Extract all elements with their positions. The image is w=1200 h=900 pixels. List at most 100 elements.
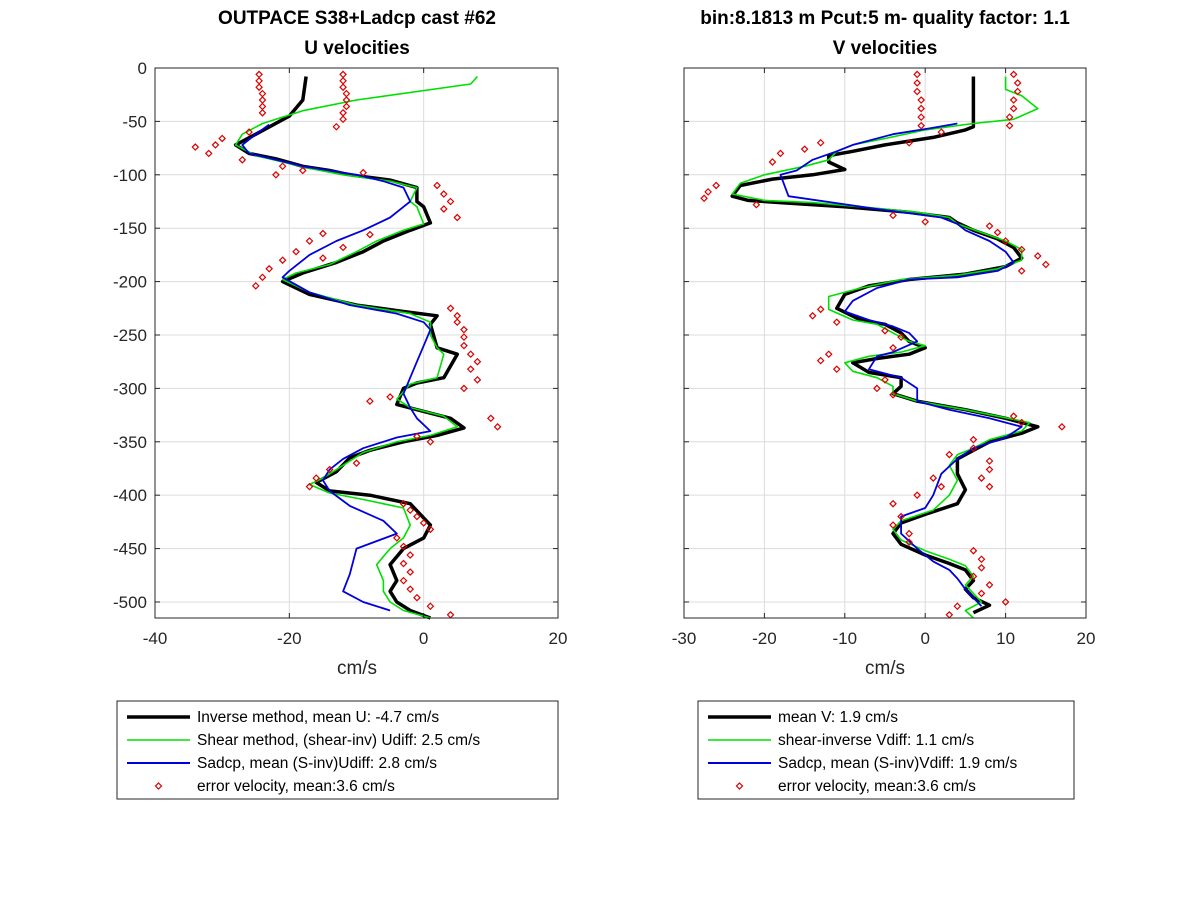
u-x-axis-label: cm/s — [337, 658, 377, 679]
v-x-tick-label: 10 — [996, 629, 1015, 648]
u-error-velocity-point — [399, 542, 408, 551]
u-legend: Inverse method, mean U: -4.7 cm/s Shear … — [116, 700, 559, 800]
u-y-tick-label: 0 — [138, 59, 147, 78]
u-y-tick-label: -250 — [113, 326, 147, 345]
u-error-velocity-point — [406, 585, 415, 594]
v-error-velocity-point — [881, 326, 889, 335]
v-x-tick-label: 20 — [1077, 629, 1096, 648]
v-error-velocity-point — [917, 96, 926, 104]
v-error-velocity-point — [897, 333, 905, 341]
u-series-sadcp-line — [241, 123, 432, 612]
v-error-velocity-point — [816, 356, 825, 365]
u-panel-title: OUTPACE S38+Ladcp cast #62 — [218, 8, 496, 29]
v-error-velocity-point — [889, 211, 897, 220]
v-error-velocity-point — [889, 343, 897, 352]
v-error-velocity-point — [768, 158, 777, 166]
v-x-tick-label: -30 — [672, 629, 697, 648]
v-error-velocity-point — [977, 555, 986, 564]
v-error-velocity-point — [969, 546, 978, 555]
u-error-velocity-point — [312, 474, 321, 482]
u-x-tick-label: -40 — [143, 629, 168, 648]
u-error-velocity-point — [439, 190, 448, 198]
v-error-velocity-point — [1013, 87, 1022, 96]
u-error-velocity-point — [191, 143, 200, 151]
v-error-velocity-point — [1041, 260, 1050, 269]
v-error-velocity-point — [937, 482, 946, 491]
v-error-velocity-point — [1017, 245, 1026, 254]
v-x-tick-label: -10 — [833, 629, 858, 648]
u-error-velocity-point — [392, 534, 401, 542]
u-error-velocity-point — [386, 393, 394, 401]
u-error-velocity-point — [325, 465, 334, 474]
v-error-velocity-point — [905, 138, 913, 147]
v-error-velocity-point — [1005, 113, 1014, 121]
u-error-velocity-point — [204, 149, 213, 158]
u-y-tick-label: -150 — [113, 219, 147, 238]
v-series-group — [700, 70, 1066, 619]
u-x-tick-label: 0 — [419, 629, 428, 648]
u-error-velocity-point — [446, 304, 455, 313]
v-error-velocity-point — [704, 188, 712, 196]
v-series-sadcp-line — [779, 122, 1023, 607]
v-error-velocity-point — [1009, 96, 1018, 104]
u-error-velocity-point — [460, 341, 468, 350]
v-error-velocity-point — [917, 113, 926, 121]
v-error-velocity-point — [969, 444, 978, 453]
v-error-velocity-point — [993, 228, 1002, 237]
v-error-velocity-point — [985, 581, 994, 589]
u-error-velocity-point — [319, 229, 327, 238]
v-error-velocity-point — [913, 70, 922, 79]
u-error-velocity-point — [460, 325, 468, 334]
v-error-velocity-point — [776, 149, 785, 158]
v-error-velocity-point — [712, 181, 721, 190]
v-error-velocity-point — [985, 465, 994, 474]
u-legend-error-marker — [154, 782, 163, 790]
u-error-velocity-point — [426, 437, 435, 446]
v-legend-shear-label: shear-inverse Vdiff: 1.1 cm/s — [778, 732, 974, 749]
u-legend-inverse-label: Inverse method, mean U: -4.7 cm/s — [197, 709, 439, 726]
v-error-velocity-point — [1009, 412, 1018, 421]
v-error-velocity-point — [1005, 121, 1014, 130]
v-error-velocity-point — [1033, 252, 1042, 260]
u-error-velocity-point — [419, 519, 428, 527]
u-error-velocity-point — [406, 551, 415, 559]
u-error-velocity-point — [332, 122, 341, 131]
v-error-velocity-point — [969, 435, 978, 444]
v-x-tick-label: -20 — [752, 629, 777, 648]
u-error-velocity-point — [399, 499, 408, 508]
v-error-velocity-point — [953, 602, 962, 611]
v-panel-subtitle: V velocities — [833, 38, 938, 59]
u-error-velocity-point — [272, 170, 280, 179]
u-y-tick-label: -500 — [113, 593, 147, 612]
v-panel-title: bin:8.1813 m Pcut:5 m- quality factor: 1… — [700, 8, 1070, 29]
u-error-velocity-markers — [191, 70, 502, 619]
v-error-velocity-point — [881, 375, 889, 384]
v-error-velocity-point — [913, 87, 922, 96]
v-error-velocity-point — [832, 318, 841, 327]
u-error-velocity-point — [258, 109, 267, 117]
u-error-velocity-point — [426, 602, 435, 611]
u-error-velocity-point — [366, 397, 374, 406]
u-error-velocity-point — [453, 213, 462, 222]
v-error-velocity-point — [752, 200, 761, 209]
v-error-velocity-point — [1001, 237, 1010, 245]
u-error-velocity-point — [305, 482, 314, 491]
v-error-velocity-point — [873, 384, 881, 393]
v-error-velocity-point — [977, 589, 986, 598]
u-panel-subtitle: U velocities — [304, 38, 410, 59]
u-error-velocity-point — [298, 166, 307, 175]
v-series-inverse-line — [730, 76, 1040, 615]
u-error-velocity-point — [342, 102, 351, 111]
v-legend-mean-label: mean V: 1.9 cm/s — [778, 709, 898, 726]
v-error-velocity-point — [700, 194, 708, 203]
u-ticks: -40 -20 0 200-50-100-150-200-250-300-350-40… — [113, 59, 567, 648]
u-legend-sadcp-label: Sadcp, mean (S-inv)Udiff: 2.8 cm/s — [197, 755, 437, 772]
v-velocity-panel: bin:8.1813 m Pcut:5 m- quality factor: 1… — [672, 8, 1096, 800]
u-error-velocity-point — [352, 459, 361, 467]
u-y-tick-label: -100 — [113, 166, 147, 185]
u-error-velocity-point — [439, 205, 448, 213]
u-error-velocity-point — [473, 375, 482, 384]
u-y-tick-label: -200 — [113, 273, 147, 292]
u-error-velocity-point — [460, 333, 468, 341]
